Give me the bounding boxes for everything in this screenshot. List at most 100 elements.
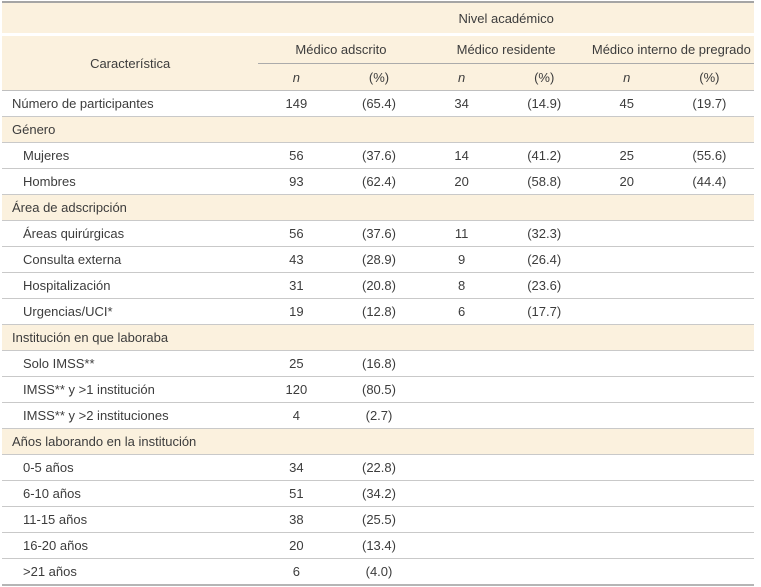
section-row: Institución en que laboraba xyxy=(2,324,754,351)
table-header: Nivel académico Característica Médico ad… xyxy=(2,2,754,91)
pct-column-header: (%) xyxy=(499,63,589,91)
pct-value: (55.6) xyxy=(664,142,754,169)
caracteristica-header: Característica xyxy=(2,34,259,91)
header-row-groups: Característica Médico adscrito Médico re… xyxy=(2,34,754,91)
pct-value: (62.4) xyxy=(334,168,424,195)
n-value xyxy=(423,532,500,559)
pct-value: (14.9) xyxy=(499,90,589,117)
n-value: 9 xyxy=(423,246,500,273)
n-value: 43 xyxy=(258,246,335,273)
pct-value: (23.6) xyxy=(499,272,589,299)
table-body: Número de participantes 149 (65.4) 34 (14.9)… xyxy=(2,90,754,586)
pct-value xyxy=(664,480,754,507)
row-label: Consulta externa xyxy=(2,246,259,273)
n-value: 56 xyxy=(258,220,335,247)
n-value xyxy=(423,558,500,586)
pct-value xyxy=(664,376,754,403)
table-row: 11-15 años 38 (25.5) xyxy=(2,506,754,533)
table-row: Urgencias/UCI* 19 (12.8) 6 (17.7) xyxy=(2,298,754,325)
n-value: 20 xyxy=(423,168,500,195)
pct-value: (22.8) xyxy=(334,454,424,481)
pct-value: (65.4) xyxy=(334,90,424,117)
n-value: 34 xyxy=(423,90,500,117)
section-label: Años laborando en la institución xyxy=(2,428,754,455)
blank-header-cell xyxy=(2,2,259,36)
pct-value: (4.0) xyxy=(334,558,424,586)
row-label: 11-15 años xyxy=(2,506,259,533)
row-label: 0-5 años xyxy=(2,454,259,481)
n-value xyxy=(588,532,665,559)
pct-value: (25.5) xyxy=(334,506,424,533)
n-column-header: n xyxy=(258,63,335,91)
table-row: Hospitalización 31 (20.8) 8 (23.6) xyxy=(2,272,754,299)
n-value: 4 xyxy=(258,402,335,429)
row-label: 16-20 años xyxy=(2,532,259,559)
table-row: Hombres 93 (62.4) 20 (58.8) 20 (44.4) xyxy=(2,168,754,195)
pct-value xyxy=(664,402,754,429)
n-value xyxy=(588,402,665,429)
n-column-header: n xyxy=(588,63,665,91)
header-row-subcols: n (%) n (%) n (%) xyxy=(2,63,754,91)
row-label: Mujeres xyxy=(2,142,259,169)
n-value: 6 xyxy=(423,298,500,325)
pct-value xyxy=(664,272,754,299)
table-row: Número de participantes 149 (65.4) 34 (14.9)… xyxy=(2,90,754,117)
pct-value: (28.9) xyxy=(334,246,424,273)
table-row: Solo IMSS** 25 (16.8) xyxy=(2,350,754,377)
pct-value: (37.6) xyxy=(334,142,424,169)
row-label: Hombres xyxy=(2,168,259,195)
table-row: IMSS** y >2 instituciones 4 (2.7) xyxy=(2,402,754,429)
n-value: 25 xyxy=(258,350,335,377)
pct-value: (12.8) xyxy=(334,298,424,325)
pct-value: (13.4) xyxy=(334,532,424,559)
n-value: 34 xyxy=(258,454,335,481)
pct-value xyxy=(664,298,754,325)
group-header-medico-residente: Médico residente xyxy=(423,34,589,64)
n-value: 51 xyxy=(258,480,335,507)
row-label: Urgencias/UCI* xyxy=(2,298,259,325)
table-row: Consulta externa 43 (28.9) 9 (26.4) xyxy=(2,246,754,273)
pct-value xyxy=(499,558,589,586)
table-row: Mujeres 56 (37.6) 14 (41.2) 25 (55.6) xyxy=(2,142,754,169)
n-value: 20 xyxy=(258,532,335,559)
pct-column-header: (%) xyxy=(664,63,754,91)
section-label: Institución en que laboraba xyxy=(2,324,754,351)
pct-value xyxy=(664,246,754,273)
group-header-medico-adscrito: Médico adscrito xyxy=(258,34,424,64)
n-value xyxy=(423,506,500,533)
row-label: Áreas quirúrgicas xyxy=(2,220,259,247)
row-label: Número de participantes xyxy=(2,90,259,117)
table-row: 0-5 años 34 (22.8) xyxy=(2,454,754,481)
n-value xyxy=(588,272,665,299)
n-value: 56 xyxy=(258,142,335,169)
n-value xyxy=(588,454,665,481)
n-value: 8 xyxy=(423,272,500,299)
n-value: 45 xyxy=(588,90,665,117)
n-value xyxy=(423,402,500,429)
pct-value: (80.5) xyxy=(334,376,424,403)
pct-value: (16.8) xyxy=(334,350,424,377)
n-value: 11 xyxy=(423,220,500,247)
pct-value: (17.7) xyxy=(499,298,589,325)
pct-value xyxy=(499,402,589,429)
pct-column-header: (%) xyxy=(334,63,424,91)
n-value xyxy=(588,506,665,533)
n-value xyxy=(423,480,500,507)
n-value: 20 xyxy=(588,168,665,195)
pct-value xyxy=(664,558,754,586)
n-value: 25 xyxy=(588,142,665,169)
section-row: Área de adscripción xyxy=(2,194,754,221)
row-label: 6-10 años xyxy=(2,480,259,507)
n-value: 31 xyxy=(258,272,335,299)
n-value xyxy=(588,350,665,377)
pct-value: (58.8) xyxy=(499,168,589,195)
n-value: 6 xyxy=(258,558,335,586)
n-value: 120 xyxy=(258,376,335,403)
n-value xyxy=(588,220,665,247)
table-row: 6-10 años 51 (34.2) xyxy=(2,480,754,507)
n-column-header: n xyxy=(423,63,500,91)
pct-value xyxy=(499,454,589,481)
section-row: Años laborando en la institución xyxy=(2,428,754,455)
n-value: 149 xyxy=(258,90,335,117)
